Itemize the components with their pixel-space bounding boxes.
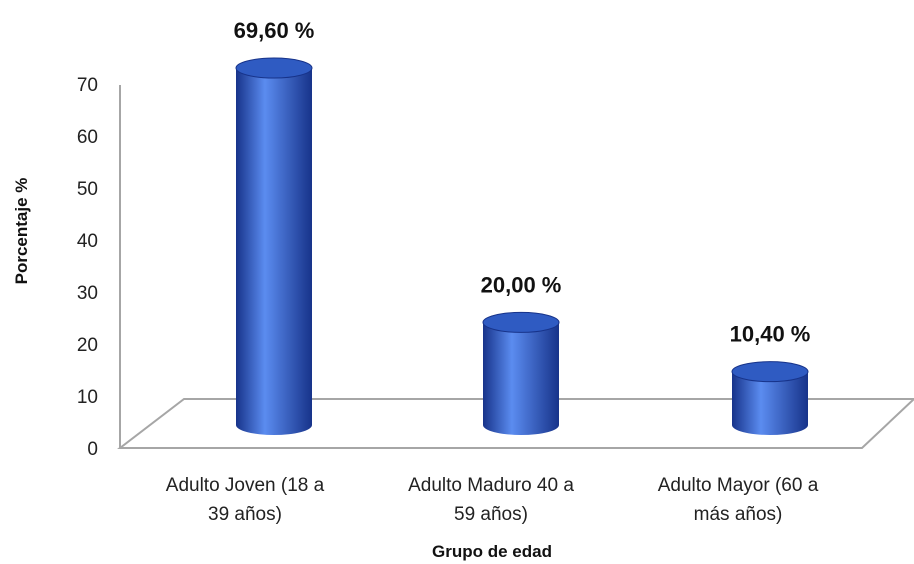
bar-top [482, 311, 560, 333]
bar-top [731, 361, 809, 383]
bar [731, 361, 809, 435]
category-label: 39 años) [208, 504, 282, 525]
y-tick-label: 40 [77, 231, 98, 252]
bar-top [235, 57, 313, 79]
data-label: 20,00 % [481, 272, 562, 297]
y-tick-label: 20 [77, 335, 98, 356]
data-label: 10,40 % [730, 322, 811, 347]
category-label: más años) [694, 504, 783, 525]
y-axis-title: Porcentaje % [12, 178, 31, 285]
category-label: Adulto Maduro 40 a [408, 475, 574, 496]
y-tick-label: 50 [77, 179, 98, 200]
bars [235, 57, 809, 436]
bar [482, 311, 560, 435]
y-tick-label: 60 [77, 127, 98, 148]
category-label: 59 años) [454, 504, 528, 525]
y-tick-label: 30 [77, 283, 98, 304]
category-label: Adulto Mayor (60 a [658, 475, 819, 496]
y-tick-label: 70 [77, 75, 98, 96]
bar-body [732, 371, 808, 435]
bar [235, 57, 313, 436]
x-axis-title: Grupo de edad [432, 542, 552, 561]
category-label: Adulto Joven (18 a [166, 475, 325, 496]
bar-body [483, 322, 559, 435]
y-tick-label: 10 [77, 387, 98, 408]
data-label: 69,60 % [234, 18, 315, 43]
bar-body [236, 68, 312, 436]
y-tick-labels: 0 10 20 30 40 50 60 70 [77, 75, 98, 460]
y-tick-label: 0 [87, 439, 98, 460]
